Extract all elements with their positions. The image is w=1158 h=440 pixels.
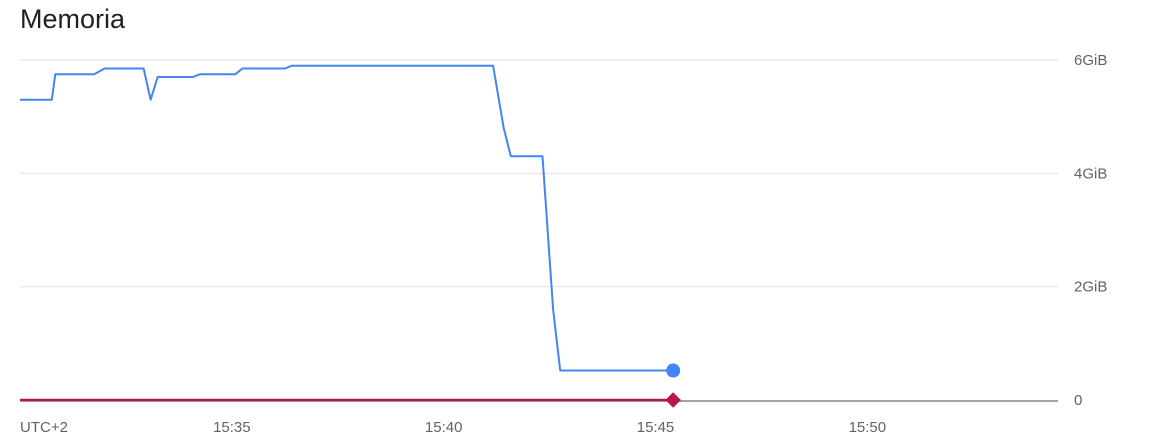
y-tick-label: 2GiB bbox=[1074, 279, 1107, 296]
x-tick-label: 15:35 bbox=[213, 419, 251, 436]
x-tick-label: 15:40 bbox=[425, 419, 463, 436]
series-end-marker bbox=[665, 392, 681, 408]
x-tick-label: 15:50 bbox=[849, 419, 887, 436]
y-tick-label: 4GiB bbox=[1074, 165, 1107, 182]
x-tick-label: 15:45 bbox=[637, 419, 675, 436]
y-tick-label: 6GiB bbox=[1074, 52, 1107, 69]
series-end-marker bbox=[666, 363, 681, 378]
y-tick-label: 0 bbox=[1074, 392, 1082, 409]
timezone-label: UTC+2 bbox=[20, 419, 68, 436]
chart-title: Memoria bbox=[20, 4, 126, 34]
series-line bbox=[20, 64, 674, 372]
